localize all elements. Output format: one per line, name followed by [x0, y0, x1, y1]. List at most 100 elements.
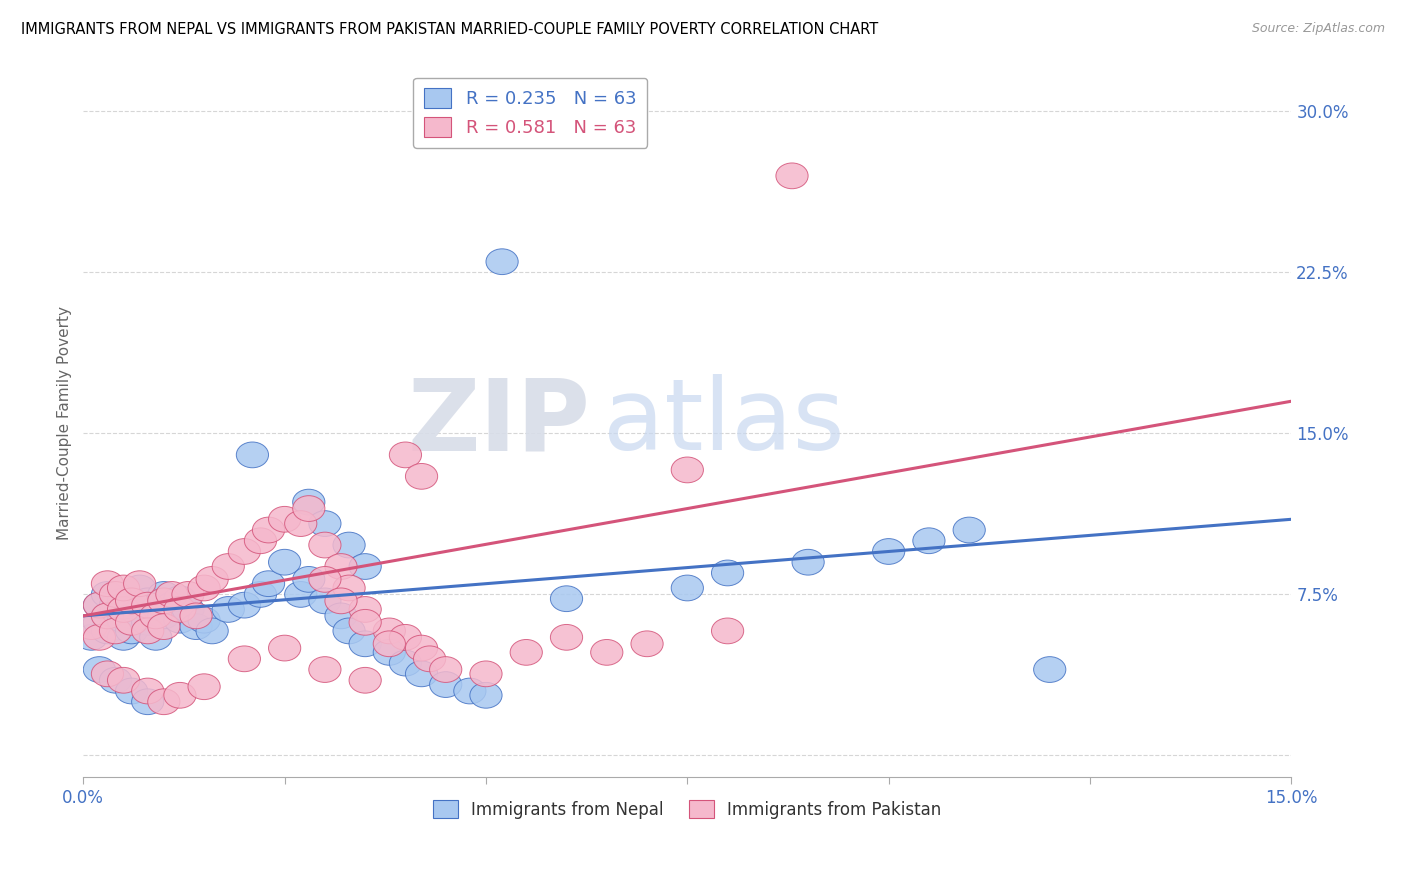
Text: Source: ZipAtlas.com: Source: ZipAtlas.com [1251, 22, 1385, 36]
Ellipse shape [124, 571, 156, 597]
Ellipse shape [165, 597, 195, 623]
Text: IMMIGRANTS FROM NEPAL VS IMMIGRANTS FROM PAKISTAN MARRIED-COUPLE FAMILY POVERTY : IMMIGRANTS FROM NEPAL VS IMMIGRANTS FROM… [21, 22, 879, 37]
Ellipse shape [124, 592, 156, 618]
Ellipse shape [470, 661, 502, 687]
Ellipse shape [100, 592, 132, 618]
Ellipse shape [165, 607, 195, 633]
Ellipse shape [333, 575, 366, 601]
Ellipse shape [405, 635, 437, 661]
Ellipse shape [83, 592, 115, 618]
Ellipse shape [228, 646, 260, 672]
Ellipse shape [83, 609, 115, 635]
Ellipse shape [76, 614, 107, 640]
Y-axis label: Married-Couple Family Poverty: Married-Couple Family Poverty [58, 306, 72, 540]
Ellipse shape [115, 603, 148, 629]
Ellipse shape [486, 249, 519, 275]
Ellipse shape [349, 597, 381, 623]
Ellipse shape [389, 624, 422, 650]
Ellipse shape [124, 575, 156, 601]
Ellipse shape [107, 575, 139, 601]
Ellipse shape [269, 549, 301, 575]
Ellipse shape [107, 607, 139, 633]
Ellipse shape [165, 682, 195, 708]
Ellipse shape [236, 442, 269, 467]
Ellipse shape [510, 640, 543, 665]
Ellipse shape [107, 667, 139, 693]
Ellipse shape [100, 667, 132, 693]
Ellipse shape [405, 661, 437, 687]
Ellipse shape [132, 678, 165, 704]
Ellipse shape [711, 560, 744, 586]
Ellipse shape [309, 588, 342, 614]
Ellipse shape [156, 592, 188, 618]
Ellipse shape [172, 597, 204, 623]
Ellipse shape [550, 586, 582, 612]
Ellipse shape [430, 657, 461, 682]
Ellipse shape [325, 554, 357, 580]
Ellipse shape [430, 672, 461, 698]
Ellipse shape [325, 588, 357, 614]
Ellipse shape [228, 539, 260, 565]
Ellipse shape [212, 597, 245, 623]
Ellipse shape [292, 489, 325, 515]
Ellipse shape [253, 517, 284, 543]
Text: atlas: atlas [603, 374, 845, 471]
Ellipse shape [100, 618, 132, 644]
Ellipse shape [148, 689, 180, 714]
Ellipse shape [349, 631, 381, 657]
Ellipse shape [115, 678, 148, 704]
Ellipse shape [172, 582, 204, 607]
Ellipse shape [91, 603, 124, 629]
Ellipse shape [91, 571, 124, 597]
Ellipse shape [139, 603, 172, 629]
Ellipse shape [83, 657, 115, 682]
Ellipse shape [333, 618, 366, 644]
Ellipse shape [132, 618, 165, 644]
Ellipse shape [148, 582, 180, 607]
Ellipse shape [309, 511, 342, 536]
Ellipse shape [132, 609, 165, 635]
Ellipse shape [91, 618, 124, 644]
Ellipse shape [228, 592, 260, 618]
Ellipse shape [591, 640, 623, 665]
Ellipse shape [156, 582, 188, 607]
Ellipse shape [333, 533, 366, 558]
Ellipse shape [309, 566, 342, 592]
Ellipse shape [470, 682, 502, 708]
Ellipse shape [373, 640, 405, 665]
Ellipse shape [115, 609, 148, 635]
Ellipse shape [83, 592, 115, 618]
Ellipse shape [792, 549, 824, 575]
Ellipse shape [776, 163, 808, 189]
Ellipse shape [292, 566, 325, 592]
Ellipse shape [953, 517, 986, 543]
Ellipse shape [165, 586, 195, 612]
Ellipse shape [711, 618, 744, 644]
Ellipse shape [115, 618, 148, 644]
Ellipse shape [139, 597, 172, 623]
Ellipse shape [454, 678, 486, 704]
Ellipse shape [550, 624, 582, 650]
Ellipse shape [83, 624, 115, 650]
Ellipse shape [132, 588, 165, 614]
Ellipse shape [180, 603, 212, 629]
Ellipse shape [107, 588, 139, 614]
Ellipse shape [212, 554, 245, 580]
Ellipse shape [91, 582, 124, 607]
Ellipse shape [188, 575, 221, 601]
Ellipse shape [671, 457, 703, 483]
Ellipse shape [195, 566, 228, 592]
Ellipse shape [139, 624, 172, 650]
Ellipse shape [325, 603, 357, 629]
Ellipse shape [389, 442, 422, 467]
Ellipse shape [284, 511, 316, 536]
Ellipse shape [413, 646, 446, 672]
Ellipse shape [195, 618, 228, 644]
Ellipse shape [132, 592, 165, 618]
Ellipse shape [309, 657, 342, 682]
Ellipse shape [107, 597, 139, 623]
Ellipse shape [1033, 657, 1066, 682]
Ellipse shape [373, 631, 405, 657]
Ellipse shape [115, 588, 148, 614]
Ellipse shape [671, 575, 703, 601]
